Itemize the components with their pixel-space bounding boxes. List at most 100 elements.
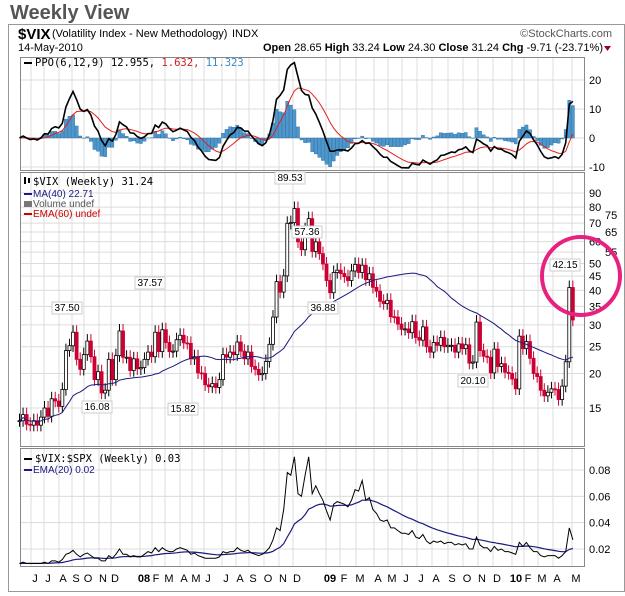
- x-tick-label: O: [264, 573, 273, 585]
- candle: [174, 339, 179, 352]
- candle: [74, 331, 79, 360]
- ppo-histogram-bar: [438, 132, 443, 139]
- candle: [81, 354, 86, 370]
- x-tick-label: A: [180, 573, 188, 585]
- ppo-y-tick-label: 10: [589, 104, 601, 116]
- candle: [346, 276, 350, 281]
- price-annotation-box: [51, 301, 83, 315]
- candle: [531, 357, 536, 374]
- candle: [78, 358, 83, 370]
- candle: [392, 316, 397, 319]
- candle: [417, 337, 422, 341]
- candle: [495, 348, 500, 367]
- candle: [46, 407, 50, 417]
- down-arrow-icon: [604, 46, 611, 51]
- ppo-histogram-bar: [74, 125, 79, 139]
- x-tick-label: J: [403, 573, 409, 585]
- x-tick-label: F: [525, 573, 532, 585]
- ppo-histogram-bar: [442, 133, 447, 139]
- candle: [278, 281, 283, 293]
- ppo-histogram-bar: [181, 137, 186, 139]
- x-tick-label: 10: [510, 573, 522, 585]
- ppo-histogram-bar: [128, 137, 132, 142]
- candle: [545, 391, 550, 397]
- chg-value: -9.71 (-23.71%): [527, 42, 603, 54]
- candle: [567, 287, 572, 363]
- candle: [360, 264, 365, 273]
- ppo-histogram-bar: [492, 136, 497, 139]
- ppo-histogram-bar: [314, 137, 318, 155]
- candle: [156, 331, 161, 353]
- candle: [438, 337, 443, 346]
- ppo-histogram-bar: [535, 137, 539, 141]
- candle: [399, 323, 404, 330]
- ppo-histogram-bar: [396, 137, 400, 147]
- ppo-histogram-bar: [214, 137, 218, 148]
- x-tick-label: A: [236, 573, 244, 585]
- ratio-legend-label: $VIX:$SPX (Weekly) 0.03: [35, 453, 180, 465]
- ppo-histogram-bar: [203, 137, 207, 153]
- x-tick-label: J: [32, 573, 38, 585]
- ppo-histogram-bar: [210, 137, 215, 150]
- candle: [410, 321, 415, 334]
- candle: [274, 281, 279, 318]
- candle: [285, 222, 290, 277]
- ppo-histogram-bar: [156, 134, 161, 139]
- candle: [181, 334, 186, 344]
- ppo-histogram-bar: [64, 118, 68, 139]
- candle: [560, 385, 565, 400]
- brand-link[interactable]: ©StockCharts.com: [520, 28, 612, 40]
- candle: [367, 273, 372, 281]
- ppo-histogram-bar: [321, 137, 325, 161]
- x-tick-label: D: [293, 573, 301, 585]
- candle: [406, 328, 411, 334]
- ppo-histogram-bar: [556, 137, 561, 144]
- ratio-ema-legend-swatch: [24, 469, 32, 471]
- candle: [281, 275, 286, 293]
- ppo-histogram-bar: [292, 109, 297, 139]
- candle: [513, 378, 518, 390]
- candle: [338, 269, 343, 274]
- candle: [99, 371, 104, 394]
- ppo-histogram-bar: [378, 137, 382, 146]
- candle: [228, 351, 233, 358]
- price-annotation: 57.36: [294, 227, 319, 238]
- x-tick-label: A: [553, 573, 561, 585]
- ppo-histogram-bar: [374, 137, 379, 144]
- candle: [499, 363, 504, 367]
- candle: [128, 356, 133, 371]
- chg-label: Chg: [502, 42, 523, 54]
- price-y-tick-label: 70: [589, 218, 601, 230]
- candle: [538, 376, 543, 391]
- low-label: Low: [383, 42, 405, 54]
- x-tick-label: M: [387, 573, 396, 585]
- candle: [67, 345, 72, 352]
- ppo-histogram-bar: [224, 129, 229, 139]
- x-tick-label: M: [571, 573, 580, 585]
- candle: [203, 373, 208, 386]
- ppo-y-tick-label: 0: [589, 133, 595, 145]
- ppo-histogram-bar: [513, 137, 518, 145]
- candle: [342, 273, 347, 278]
- price-annotation-box: [134, 276, 166, 290]
- price-y-tick-label: 90: [589, 188, 601, 200]
- candle: [206, 384, 211, 388]
- ppo-histogram-bar: [228, 126, 232, 139]
- ppo-legend-signal: 1.632,: [161, 57, 199, 69]
- candle: [388, 299, 393, 318]
- candle: [213, 383, 218, 388]
- candle: [456, 343, 461, 353]
- candle: [363, 264, 368, 281]
- ratio-legend: $VIX:$SPX (Weekly) 0.03 EMA(20) 0.02: [24, 453, 180, 476]
- highlight-circle: [540, 235, 622, 317]
- ppo-histogram-bar: [289, 104, 293, 139]
- ppo-histogram-bar: [142, 137, 147, 142]
- candle: [85, 340, 90, 356]
- candle: [35, 420, 40, 426]
- ppo-histogram-bar: [278, 111, 282, 139]
- candle: [535, 373, 540, 377]
- ppo-histogram-bar: [317, 137, 322, 158]
- candle: [485, 355, 490, 358]
- x-tick-label: J: [223, 573, 229, 585]
